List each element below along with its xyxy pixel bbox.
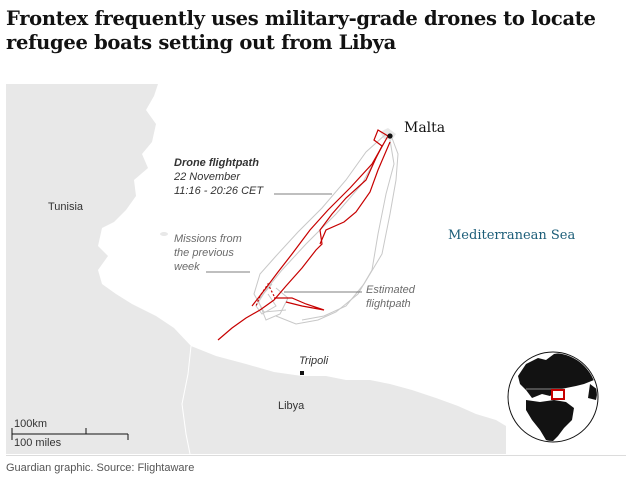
- drone-flightpath-title: Drone flightpath: [174, 157, 259, 169]
- libya-landmass: [191, 346, 506, 454]
- malta-island: [380, 128, 396, 140]
- djerba-island: [152, 343, 164, 349]
- map: Malta Tunisia Libya Tripoli Mediterranea…: [6, 84, 626, 454]
- missions-label-line2: the previous: [174, 247, 234, 259]
- malta-label: Malta: [404, 120, 446, 136]
- kerkennah-island: [160, 232, 168, 236]
- sea-label: Mediterranean Sea: [448, 228, 576, 243]
- tripoli-marker: [300, 371, 304, 375]
- inset-globe: [507, 351, 599, 443]
- chart-title: Frontex frequently uses military-grade d…: [6, 7, 596, 54]
- libya-label: Libya: [278, 400, 305, 412]
- missions-label-line1: Missions from: [174, 233, 242, 245]
- border-line: [181, 345, 192, 454]
- tunisia-landmass: [6, 84, 191, 454]
- annotation-leaders: [206, 193, 362, 293]
- source-credit: Guardian graphic. Source: Flightaware: [6, 462, 195, 474]
- previous-missions: [253, 133, 399, 325]
- tripoli-label: Tripoli: [299, 355, 329, 367]
- scale-km-label: 100km: [14, 418, 48, 430]
- malta-marker: [387, 133, 393, 139]
- drone-flightpath-date: 22 November: [174, 171, 241, 183]
- drone-flightpath-time: 11:16 - 20:26 CET: [174, 185, 264, 197]
- drone-flightpath: [217, 129, 391, 341]
- estimated-label-line1: Estimated: [366, 284, 415, 296]
- map-canvas: [6, 84, 599, 454]
- estimated-flightpath: [255, 282, 275, 307]
- scale-miles-label: 100 miles: [14, 437, 62, 449]
- scale-bar: [11, 428, 129, 440]
- footer-divider: [6, 455, 626, 456]
- estimated-label-line2: flightpath: [366, 298, 411, 310]
- inset-highlight: [551, 389, 565, 400]
- tunisia-label: Tunisia: [48, 201, 84, 213]
- missions-label-line3: week: [174, 261, 200, 273]
